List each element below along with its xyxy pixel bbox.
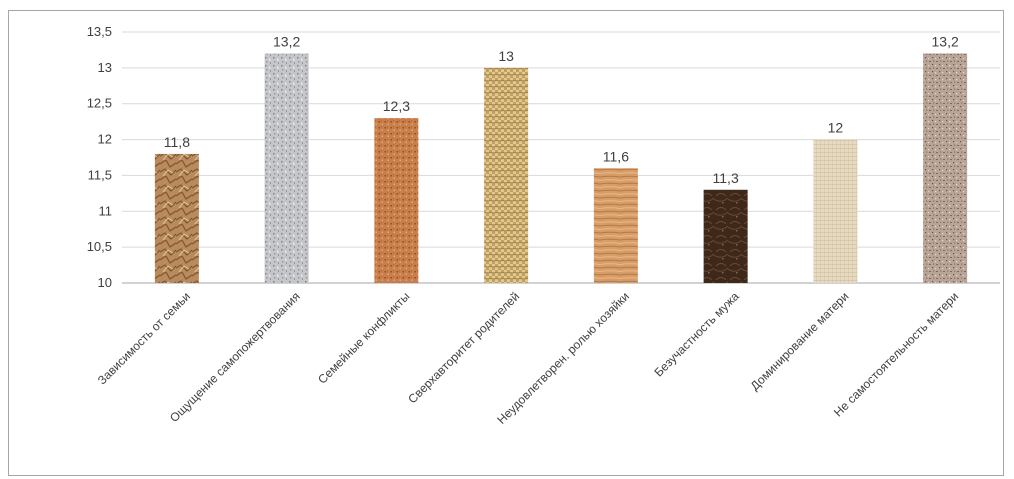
bar-7 <box>813 139 858 283</box>
data-label: 11,3 <box>713 170 739 186</box>
bar-2 <box>264 53 309 284</box>
category-label: Доминирование матери <box>748 289 852 393</box>
category-label: Сверхавторитет родителей <box>405 289 522 406</box>
category-label: Безучастность мужа <box>651 289 742 380</box>
bar-4 <box>484 67 529 283</box>
y-tick-label: 11,5 <box>88 167 112 182</box>
data-label: 11,8 <box>164 134 190 150</box>
data-label: 12,3 <box>383 98 410 114</box>
gridlines <box>122 31 1000 248</box>
y-tick-label: 10,5 <box>87 239 112 254</box>
data-label: 11,6 <box>603 148 629 164</box>
category-label: Не самостоятельность матери <box>831 289 961 419</box>
y-tick-label: 12,5 <box>87 96 112 111</box>
category-label: Семейные конфликты <box>315 289 412 386</box>
bar-5 <box>593 168 638 283</box>
y-tick-label: 11 <box>99 203 113 218</box>
axes: 10 10,5 11 11,5 12 12,5 13 13,5 <box>87 24 1000 290</box>
y-tick-label: 13,5 <box>87 24 112 39</box>
bars <box>154 53 968 284</box>
category-label: Зависимость от семьи <box>95 289 193 387</box>
data-label: 13,2 <box>273 34 300 50</box>
bar-1 <box>154 153 199 283</box>
y-tick-label: 10 <box>98 275 112 290</box>
data-label: 13 <box>498 48 514 64</box>
y-tick-label: 13 <box>98 60 112 75</box>
bar-8 <box>923 53 968 284</box>
data-labels: 11,8 13,2 12,3 13 11,6 11,3 12 13,2 <box>164 34 959 186</box>
bar-6 <box>703 189 748 283</box>
data-label: 12 <box>828 120 844 136</box>
y-tick-label: 12 <box>98 132 112 147</box>
data-label: 13,2 <box>932 34 959 50</box>
category-label: Неудовлетворен. ролью хозяйки <box>494 289 632 427</box>
bar-3 <box>374 118 419 283</box>
category-label: Ощущение самопожертвования <box>167 289 303 425</box>
